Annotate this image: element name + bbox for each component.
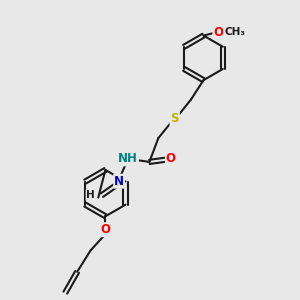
Text: CH₃: CH₃ — [224, 27, 245, 37]
Text: S: S — [170, 112, 179, 125]
Text: O: O — [100, 223, 110, 236]
Text: O: O — [213, 26, 224, 38]
Text: NH: NH — [118, 152, 138, 165]
Text: H: H — [86, 190, 95, 200]
Text: N: N — [114, 175, 124, 188]
Text: O: O — [166, 152, 176, 165]
